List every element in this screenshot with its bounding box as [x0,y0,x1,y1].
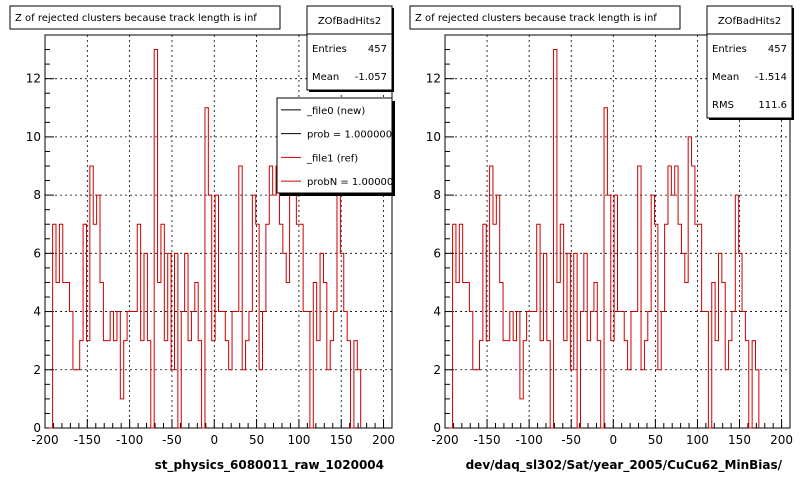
stats-value: -1.514 [755,72,787,83]
x-axis-label: st_physics_6080011_raw_1020004 [155,458,384,473]
stats-value: -1.057 [355,72,387,83]
chart-title: Z of rejected clusters because track len… [415,13,657,24]
x-tick-label: -100 [116,433,143,447]
x-tick-label: 100 [686,433,709,447]
x-tick-label: -200 [31,433,58,447]
x-tick-label: -150 [473,433,500,447]
stats-title: ZOfBadHits2 [718,16,781,27]
y-tick-label: 12 [426,72,441,86]
legend-label: _file0 (new) [306,106,365,117]
y-tick-label: 2 [33,363,41,377]
y-tick-label: 6 [433,246,441,260]
stats-box [306,5,393,91]
y-tick-label: 4 [33,305,41,319]
y-tick-label: 8 [433,188,441,202]
y-tick-label: 12 [26,72,41,86]
y-tick-label: 8 [33,188,41,202]
legend-label: probN = 1.000000 [307,177,400,188]
y-tick-label: 0 [33,421,41,435]
legend-label: _file1 (ref) [306,153,358,164]
stats-value: 457 [768,44,787,55]
x-axis-label: dev/daq_sl302/Sat/year_2005/CuCu62_MinBi… [466,458,783,473]
histogram-line [449,49,760,429]
stats-box [706,5,793,119]
y-tick-label: 0 [433,421,441,435]
y-tick-label: 2 [433,363,441,377]
stats-label: RMS [712,100,734,111]
legend-entries: _file0 (new) prob = 1.000000 _file1 (ref) p… [281,106,400,188]
x-tick-label: 0 [210,433,218,447]
left-histogram-panel: -200 -150 -100 -50 0 50 100 150 200 0 2 4 6 8 10 12 st_p… [9,5,400,473]
stats-title: ZOfBadHits2 [318,16,381,27]
title-box [9,5,281,30]
legend-clip-group: _file0 (new) prob = 1.000000 _file1 (ref) p… [276,97,400,194]
histogram-line [49,49,362,429]
stats-label: Entries [312,44,347,55]
stats-label: Entries [712,44,747,55]
x-tick-label: -50 [162,433,182,447]
chart-title: Z of rejected clusters because track len… [15,13,257,24]
x-tick-label: 200 [770,433,793,447]
stats-value: 457 [368,44,387,55]
x-tick-label: 50 [249,433,264,447]
x-tick-label: 150 [728,433,751,447]
x-tick-label: 50 [648,433,663,447]
x-tick-label: 0 [609,433,617,447]
x-tick-label: 100 [287,433,310,447]
stats-label: Mean [712,72,739,83]
legend-label: prob = 1.000000 [307,130,392,141]
title-box [409,5,681,30]
x-tick-label: 150 [330,433,353,447]
right-histogram-panel: -200 -150 -100 -50 0 50 100 150 200 0 2 4 6 8 10 12 dev/… [409,5,794,473]
y-tick-label: 4 [433,305,441,319]
y-tick-label: 10 [26,130,41,144]
x-tick-label: 200 [372,433,395,447]
legend-box [276,97,393,194]
x-tick-label: -50 [561,433,581,447]
x-tick-label: -100 [516,433,543,447]
stats-label: Mean [312,72,339,83]
x-tick-label: -150 [74,433,101,447]
y-tick-label: 10 [426,130,441,144]
x-tick-label: -200 [431,433,458,447]
y-tick-label: 6 [33,246,41,260]
stats-value: 111.6 [758,100,787,111]
